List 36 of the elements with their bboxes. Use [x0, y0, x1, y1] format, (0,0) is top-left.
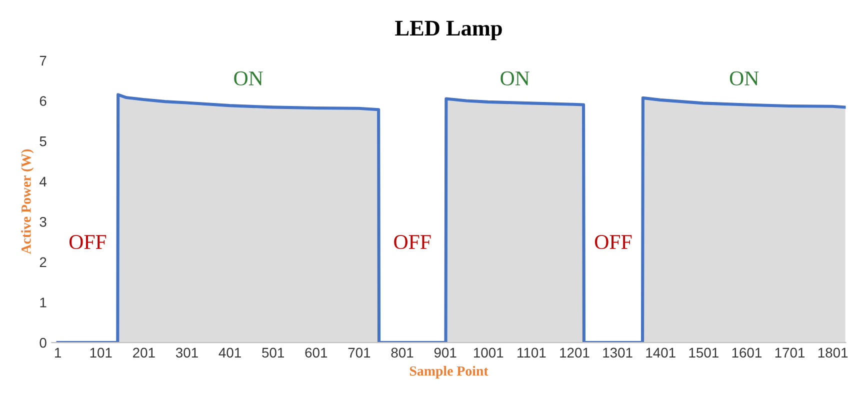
annotation: OFF	[69, 235, 106, 250]
x-tick-label: 1201	[560, 348, 590, 358]
x-tick-label: 201	[133, 348, 155, 358]
x-tick-label: 1301	[603, 348, 632, 358]
x-tick-label: 1801	[818, 348, 848, 358]
x-tick-label: 1601	[732, 348, 762, 358]
annotation: ON	[730, 71, 759, 86]
x-tick-label: 501	[262, 348, 284, 358]
x-tick-label: 701	[348, 348, 370, 358]
annotation: ON	[500, 71, 530, 86]
x-tick-label: 801	[391, 348, 414, 358]
y-tick-label: 5	[40, 136, 46, 146]
y-tick-label: 7	[40, 56, 46, 66]
x-axis-title: Sample Point	[410, 366, 488, 379]
annotation: ON	[234, 71, 263, 86]
x-tick-label: 901	[434, 348, 456, 358]
x-tick-label: 301	[176, 348, 198, 358]
chart-title: LED Lamp	[395, 20, 502, 40]
annotation: OFF	[394, 235, 431, 250]
y-axis-title: Active Power (W)	[21, 149, 34, 254]
y-tick-label: 2	[40, 257, 46, 267]
x-tick-label: 1	[55, 348, 61, 358]
x-tick-label: 101	[90, 348, 112, 358]
y-tick-label: 0	[40, 338, 46, 348]
x-tick-label: 1001	[474, 348, 504, 358]
x-tick-label: 1101	[518, 348, 546, 358]
x-tick-label: 1701	[775, 348, 805, 358]
y-tick-label: 1	[40, 298, 46, 308]
annotation: OFF	[594, 235, 632, 250]
x-tick-label: 1501	[689, 348, 718, 358]
x-tick-label: 601	[305, 348, 328, 358]
y-tick-label: 3	[40, 216, 46, 227]
y-tick-label: 6	[40, 96, 46, 106]
x-tick-label: 401	[218, 348, 241, 358]
x-tick-label: 1401	[646, 348, 676, 358]
y-tick-label: 4	[40, 176, 47, 186]
